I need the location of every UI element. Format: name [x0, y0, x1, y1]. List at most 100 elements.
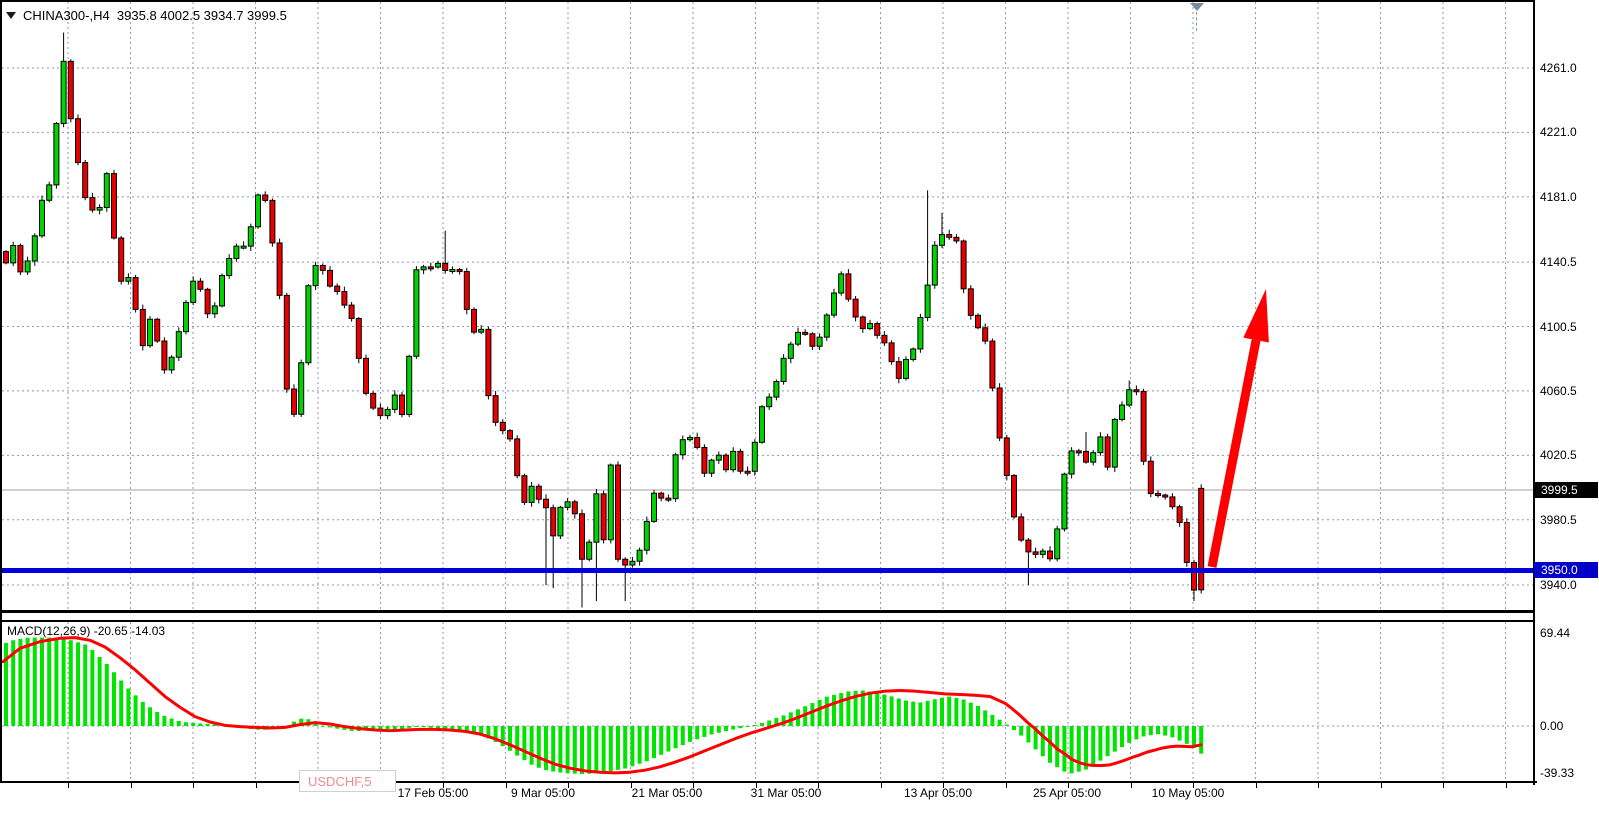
candle-body	[492, 395, 499, 423]
macd-histogram-bar	[407, 726, 412, 728]
macd-histogram-bar	[205, 723, 210, 726]
macd-histogram-bar	[904, 700, 908, 726]
macd-histogram-bar	[529, 726, 534, 765]
macd-histogram-bar	[83, 644, 88, 726]
candle-body	[1090, 452, 1097, 463]
candle-body	[528, 485, 535, 503]
price-axis-label: 4221.0	[1540, 125, 1577, 140]
macd-histogram-bar	[968, 702, 973, 726]
time-axis-tick	[1193, 783, 1194, 788]
chart-shift-dashed-line	[1196, 12, 1197, 31]
macd-histogram-bar	[1112, 726, 1117, 752]
candle-body	[1111, 418, 1118, 468]
candle-body	[219, 275, 225, 307]
time-axis-tick	[630, 783, 632, 788]
macd-histogram-bar	[25, 637, 30, 726]
candle-body	[139, 308, 146, 347]
macd-histogram-bar	[1199, 726, 1204, 754]
candle-body	[262, 194, 269, 201]
macd-histogram-bar	[587, 726, 592, 774]
time-axis-tick	[443, 783, 444, 788]
candle-body	[255, 194, 261, 228]
macd-histogram-bar	[436, 726, 440, 729]
candle-body	[1126, 389, 1133, 406]
candle-body	[787, 343, 794, 359]
macd-histogram-bar	[11, 640, 16, 726]
candle-body	[1183, 521, 1190, 563]
candle-body	[485, 328, 492, 397]
main-chart-plot[interactable]	[2, 2, 1533, 610]
candle-body	[233, 245, 240, 259]
macd-signal-line	[2, 636, 1203, 775]
macd-axis-label: 0.00	[1540, 719, 1564, 733]
candle-body	[507, 430, 513, 440]
macd-histogram-bar	[140, 701, 145, 726]
macd-histogram-bar	[1127, 726, 1132, 743]
macd-histogram-bar	[371, 726, 376, 730]
candle-body	[147, 318, 153, 347]
chart-shift-icon[interactable]	[1190, 3, 1204, 11]
macd-histogram-bar	[515, 726, 520, 756]
macd-indicator-label: MACD(12,26,9) -20.65 -14.03	[7, 624, 166, 638]
candle-body	[989, 340, 996, 389]
macd-histogram-bar	[853, 690, 858, 726]
candle-body	[780, 357, 787, 383]
macd-histogram-bar	[731, 726, 736, 730]
candle-body	[1147, 460, 1154, 495]
macd-histogram-bar	[637, 726, 642, 764]
candle-body	[370, 392, 377, 409]
macd-histogram-bar	[817, 699, 822, 726]
candle-body	[636, 549, 643, 562]
main-panel-bottom-border[interactable]	[0, 610, 1535, 613]
candle-body	[737, 450, 744, 472]
macd-histogram-bar	[580, 726, 584, 775]
macd-histogram-bar	[558, 726, 563, 773]
candle-body	[1011, 474, 1017, 518]
time-axis-label: 13 Apr 05:00	[903, 786, 973, 800]
price-axis-label: 3940.0	[1540, 578, 1577, 592]
candle-body	[960, 240, 967, 290]
macd-histogram-bar	[1170, 726, 1175, 738]
macd-histogram-bar	[1141, 726, 1146, 737]
macd-histogram-bar	[1012, 726, 1016, 731]
trend-arrow-shaft[interactable]	[1207, 339, 1261, 568]
macd-histogram-bar	[659, 726, 664, 755]
candle-body	[132, 277, 139, 310]
macd-histogram-bar	[479, 726, 484, 736]
candle-body	[571, 501, 578, 515]
macd-histogram-bar	[774, 717, 779, 726]
candle-body	[859, 316, 866, 330]
collapse-triangle-icon[interactable]	[6, 11, 16, 19]
window-left-border	[0, 0, 2, 783]
macd-histogram-bar	[508, 726, 512, 751]
time-axis-tick	[880, 783, 882, 788]
candle-body	[852, 298, 859, 318]
macd-histogram-bar	[1048, 726, 1052, 763]
candle-body	[600, 493, 607, 541]
macd-histogram-bar	[392, 726, 397, 730]
floating-symbol-label[interactable]: USDCHF,5	[299, 770, 396, 792]
candle-body	[687, 437, 693, 441]
macd-histogram-bar	[544, 726, 548, 771]
macd-histogram-bar	[328, 726, 332, 728]
trend-arrow-head[interactable]	[1243, 289, 1269, 343]
macd-histogram-bar	[954, 697, 959, 726]
candle-body	[305, 285, 312, 364]
candle-body	[874, 323, 881, 336]
macd-histogram-bar	[860, 690, 865, 726]
candle-body	[1075, 450, 1082, 454]
candle-body	[435, 262, 441, 268]
macd-histogram-bar	[119, 680, 124, 726]
macd-indicator-plot[interactable]	[2, 622, 1533, 781]
candle-body	[31, 235, 38, 262]
time-axis-tick	[255, 783, 257, 788]
macd-histogram-bar	[961, 699, 966, 726]
candle-body	[269, 199, 276, 244]
candle-body	[658, 492, 665, 499]
time-axis[interactable]: 17 Feb 05:00 9 Mar 05:00 21 Mar 05:00 31 Ma…	[0, 783, 1535, 809]
candle-body	[17, 244, 24, 273]
candle-body	[535, 485, 542, 500]
macd-histogram-bar	[155, 711, 160, 726]
macd-axis-label: 69.44	[1540, 626, 1571, 640]
candle-body	[384, 408, 391, 417]
